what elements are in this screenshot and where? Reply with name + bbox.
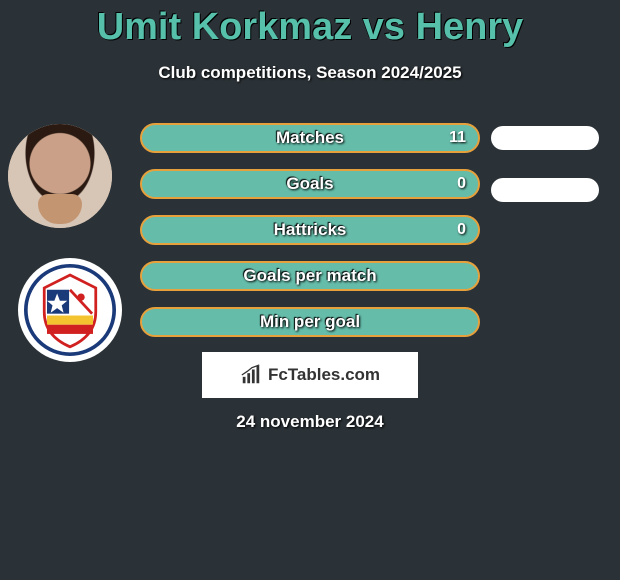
- right-pills: [491, 126, 599, 230]
- bar-label: Matches: [276, 128, 344, 148]
- player-avatar: [8, 124, 112, 228]
- pill-goals: [491, 178, 599, 202]
- club-crest-icon: [24, 264, 116, 356]
- subtitle: Club competitions, Season 2024/2025: [0, 63, 620, 83]
- bar-label: Min per goal: [260, 312, 360, 332]
- bar-matches: Matches 11: [140, 123, 480, 153]
- bar-hattricks: Hattricks 0: [140, 215, 480, 245]
- bar-label: Goals per match: [243, 266, 376, 286]
- page-title: Umit Korkmaz vs Henry: [0, 0, 620, 49]
- bar-label: Hattricks: [274, 220, 347, 240]
- bar-value: 0: [457, 175, 466, 193]
- bar-goals-per-match: Goals per match: [140, 261, 480, 291]
- bar-goals: Goals 0: [140, 169, 480, 199]
- date-text: 24 november 2024: [0, 412, 620, 432]
- player-face-icon: [8, 124, 112, 228]
- stats-bars: Matches 11 Goals 0 Hattricks 0 Goals per…: [140, 123, 480, 353]
- pill-matches: [491, 126, 599, 150]
- brand-badge: FcTables.com: [202, 352, 418, 398]
- bar-value: 0: [457, 221, 466, 239]
- brand-text: FcTables.com: [268, 365, 380, 385]
- club-avatar: [18, 258, 122, 362]
- bar-min-per-goal: Min per goal: [140, 307, 480, 337]
- bar-value: 11: [449, 129, 466, 147]
- bar-label: Goals: [286, 174, 333, 194]
- brand-chart-icon: [240, 364, 262, 386]
